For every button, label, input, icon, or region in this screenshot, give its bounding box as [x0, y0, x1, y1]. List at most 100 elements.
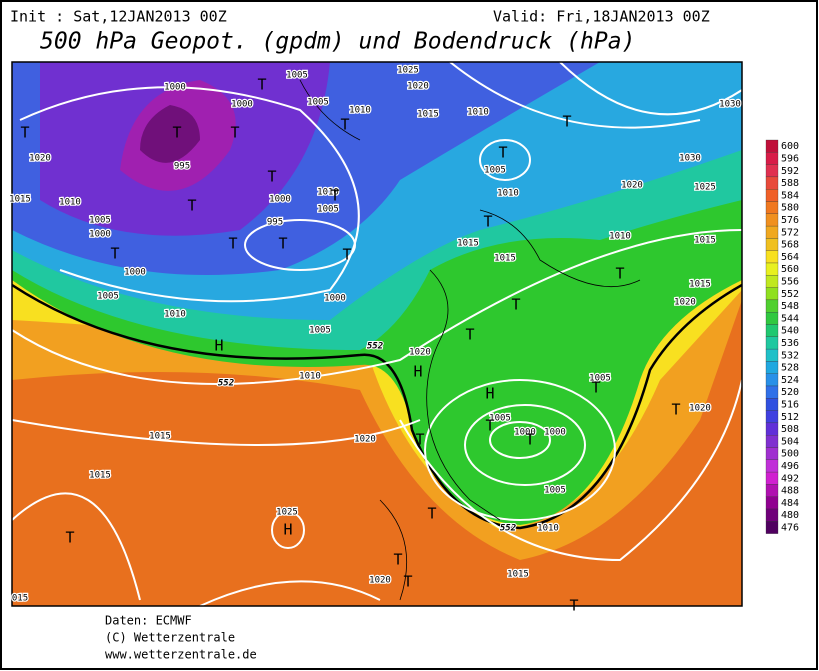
pressure-center: T — [342, 246, 351, 264]
colorbar-swatch — [765, 348, 779, 362]
colorbar-label: 480 — [781, 510, 799, 521]
colorbar-label: 572 — [781, 227, 799, 238]
colorbar-swatch — [765, 385, 779, 399]
isobar-label: 1005 — [286, 71, 308, 81]
isobar-label: 1010 — [349, 106, 371, 116]
colorbar-swatch — [765, 312, 779, 325]
pressure-center: T — [498, 144, 507, 162]
isobar-label: 1000 — [164, 83, 186, 93]
contour-label: 552 — [367, 342, 383, 352]
isobar-label: 1005 — [89, 216, 111, 226]
isobar-label: 1010 — [317, 188, 339, 198]
colorbar-swatch — [765, 435, 779, 448]
colorbar-swatch — [765, 361, 779, 374]
colorbar-swatch — [765, 299, 779, 313]
colorbar-label: 484 — [781, 498, 799, 509]
colorbar-swatch — [765, 508, 779, 522]
pressure-center: H — [413, 363, 422, 381]
colorbar-label: 588 — [781, 178, 799, 189]
colorbar-swatch — [765, 447, 779, 460]
isobar-label: 1005 — [589, 374, 611, 384]
isobar-label: 1000 — [89, 230, 111, 240]
colorbar-label: 560 — [781, 264, 799, 275]
colorbar-swatch — [765, 484, 779, 497]
isobar-label: 1010 — [467, 108, 489, 118]
pressure-center: T — [110, 245, 119, 263]
isobar-label: 1025 — [694, 183, 716, 193]
isobar-label: 1010 — [299, 372, 321, 382]
colorbar-swatch — [765, 287, 779, 301]
pressure-center: T — [511, 296, 520, 314]
isobar-label: 1015 — [494, 254, 516, 264]
isobar-label: 1025 — [276, 508, 298, 518]
isobar-label: 015 — [12, 594, 28, 604]
colorbar-swatch — [765, 164, 779, 178]
isobar-label: 1015 — [689, 280, 711, 290]
isobar-label: 1005 — [489, 414, 511, 424]
isobar-label: 1005 — [484, 166, 506, 176]
pressure-center: T — [393, 551, 402, 569]
colorbar-label: 528 — [781, 363, 799, 374]
pressure-center: T — [415, 431, 424, 449]
isobar-label: 1015 — [9, 195, 31, 205]
colorbar-swatch — [765, 139, 779, 153]
colorbar-label: 476 — [781, 522, 799, 533]
colorbar-swatch — [765, 176, 779, 190]
colorbar-swatch — [765, 324, 779, 337]
pressure-center: T — [525, 431, 534, 449]
isobar-label: 1000 — [544, 428, 566, 438]
isobar-label: 1005 — [317, 205, 339, 215]
colorbar-label: 548 — [781, 301, 799, 312]
pressure-center: H — [283, 521, 292, 539]
colorbar-label: 488 — [781, 486, 799, 497]
colorbar-swatch — [765, 422, 779, 436]
footer-line: www.wetterzentrale.de — [105, 648, 257, 662]
footer-line: (C) Wetterzentrale — [105, 631, 235, 645]
colorbar-label: 504 — [781, 436, 799, 447]
colorbar-label: 492 — [781, 473, 799, 484]
isobar-label: 1000 — [124, 268, 146, 278]
colorbar-swatch — [765, 262, 779, 276]
pressure-center: T — [615, 265, 624, 283]
colorbar-swatch — [765, 496, 779, 510]
pressure-center: T — [187, 197, 196, 215]
isobar-label: 1020 — [407, 82, 429, 92]
colorbar-swatch — [765, 225, 779, 239]
isobar-label: 1005 — [544, 486, 566, 496]
pressure-center: T — [330, 187, 339, 205]
colorbar-swatch — [765, 213, 779, 227]
isobar-label: 1005 — [307, 98, 329, 108]
colorbar-label: 532 — [781, 350, 799, 361]
colorbar-swatch — [765, 152, 779, 165]
colorbar-label: 576 — [781, 215, 799, 226]
pressure-center: T — [230, 124, 239, 142]
colorbar-label: 524 — [781, 375, 799, 386]
colorbar-label: 600 — [781, 141, 799, 152]
pressure-center: T — [485, 417, 494, 435]
isobar-label: 1000 — [231, 100, 253, 110]
pressure-center: T — [65, 529, 74, 547]
pressure-center: T — [172, 124, 181, 142]
isobar-label: 1005 — [309, 326, 331, 336]
pressure-center: T — [228, 235, 237, 253]
contour-label: 552 — [500, 524, 516, 534]
colorbar-label: 520 — [781, 387, 799, 398]
colorbar-swatch — [765, 398, 779, 411]
colorbar-label: 536 — [781, 338, 799, 349]
colorbar-label: 592 — [781, 166, 799, 177]
isobar-label: 1000 — [324, 294, 346, 304]
colorbar-label: 516 — [781, 399, 799, 410]
isobar-label: 1010 — [164, 310, 186, 320]
isobar-label: 1020 — [369, 576, 391, 586]
colorbar-swatch — [765, 521, 779, 534]
pressure-center: T — [427, 505, 436, 523]
pressure-center: T — [257, 76, 266, 94]
pressure-center: H — [214, 337, 223, 355]
footer-line: Daten: ECMWF — [105, 614, 192, 628]
isobar-label: 1010 — [537, 524, 559, 534]
colorbar-label: 540 — [781, 326, 799, 337]
pressure-center: T — [591, 379, 600, 397]
pressure-center: T — [569, 597, 578, 615]
